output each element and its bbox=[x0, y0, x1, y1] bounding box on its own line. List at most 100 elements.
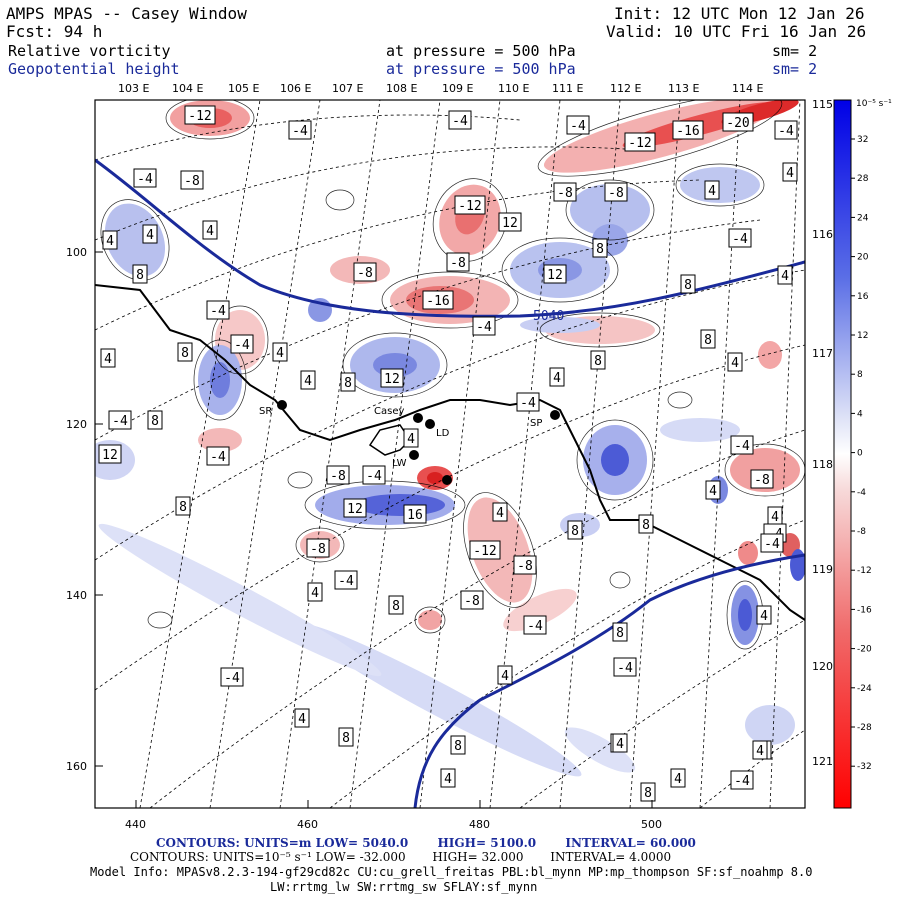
vorticity-label: 8 bbox=[338, 727, 354, 747]
svg-text:-8: -8 bbox=[310, 542, 326, 557]
footer-vort-high: HIGH= 32.000 bbox=[432, 850, 524, 864]
svg-text:-8: -8 bbox=[184, 174, 200, 189]
vorticity-label: 8 bbox=[638, 514, 654, 534]
y-tick-label: 100 bbox=[66, 246, 87, 259]
colorbar-label: 12 bbox=[857, 331, 868, 341]
svg-text:4: 4 bbox=[781, 269, 789, 284]
height-contour-5040-south bbox=[413, 553, 805, 808]
lon-label-top: 108 E bbox=[386, 82, 417, 95]
colorbar-label: -28 bbox=[857, 723, 872, 733]
svg-text:-4: -4 bbox=[734, 439, 750, 454]
vorticity-label: 4 bbox=[727, 352, 743, 372]
x-tick-label: 440 bbox=[125, 818, 146, 831]
lon-label-top: 114 E bbox=[732, 82, 763, 95]
y-tick-label: 140 bbox=[66, 589, 87, 602]
svg-text:8: 8 bbox=[596, 242, 604, 257]
vorticity-label: -8 bbox=[306, 538, 330, 558]
vorticity-label: -8 bbox=[553, 182, 577, 202]
vorticity-label: 8 bbox=[700, 329, 716, 349]
field-2-pressure: at pressure = 500 hPa bbox=[386, 60, 576, 78]
svg-text:-12: -12 bbox=[188, 109, 211, 124]
svg-text:-8: -8 bbox=[464, 594, 480, 609]
footer-vort-label: CONTOURS: bbox=[130, 850, 209, 864]
vorticity-label: 4 bbox=[300, 370, 316, 390]
footer-height-label: CONTOURS: bbox=[156, 836, 240, 850]
svg-text:8: 8 bbox=[342, 731, 350, 746]
model-title: AMPS MPAS -- Casey Window bbox=[6, 4, 247, 23]
vorticity-label: -4 bbox=[334, 570, 358, 590]
svg-text:12: 12 bbox=[347, 502, 363, 517]
svg-text:4: 4 bbox=[298, 712, 306, 727]
svg-text:4: 4 bbox=[104, 352, 112, 367]
field-1-name: Relative vorticity bbox=[8, 42, 171, 60]
vorticity-label: -12 bbox=[184, 105, 216, 125]
vorticity-label: 4 bbox=[492, 502, 508, 522]
svg-text:4: 4 bbox=[276, 346, 284, 361]
svg-text:-4: -4 bbox=[234, 338, 250, 353]
footer-height-units: UNITS=m bbox=[244, 836, 312, 850]
svg-text:-4: -4 bbox=[520, 396, 536, 411]
colorbar-label: 4 bbox=[857, 409, 863, 419]
svg-text:-4: -4 bbox=[292, 124, 308, 139]
vorticity-label: 4 bbox=[100, 348, 116, 368]
footer-height-contours: CONTOURS: UNITS=m LOW= 5040.0 HIGH= 5100… bbox=[156, 836, 696, 850]
svg-text:-4: -4 bbox=[778, 124, 794, 139]
vorticity-label: 12 bbox=[543, 264, 567, 284]
svg-text:-4: -4 bbox=[476, 320, 492, 335]
x-axis-ticks: 440 460 480 500 bbox=[125, 800, 662, 831]
colorbar-label: -8 bbox=[857, 527, 866, 537]
svg-text:8: 8 bbox=[136, 268, 144, 283]
colorbar-label: -4 bbox=[857, 488, 866, 498]
svg-text:-4: -4 bbox=[452, 114, 468, 129]
svg-text:-8: -8 bbox=[517, 559, 533, 574]
svg-text:8: 8 bbox=[594, 354, 602, 369]
svg-text:4: 4 bbox=[771, 510, 779, 525]
svg-text:12: 12 bbox=[547, 268, 563, 283]
footer-height-high: HIGH= 5100.0 bbox=[437, 836, 537, 850]
colorbar: 10⁻⁵ s⁻¹ 32 28 24 20 16 12 8 4 0 -4 -8 -12 -16 -20 -24… bbox=[833, 99, 892, 809]
svg-text:4: 4 bbox=[731, 356, 739, 371]
coastline bbox=[95, 284, 805, 621]
svg-text:-4: -4 bbox=[570, 119, 586, 134]
svg-text:8: 8 bbox=[642, 518, 650, 533]
svg-text:12: 12 bbox=[502, 216, 518, 231]
lon-label-top: 113 E bbox=[668, 82, 699, 95]
station-label: SP bbox=[530, 418, 542, 429]
vorticity-label: -16 bbox=[422, 290, 454, 310]
vorticity-label: -12 bbox=[624, 132, 656, 152]
vorticity-label: 4 bbox=[294, 708, 310, 728]
svg-text:4: 4 bbox=[674, 772, 682, 787]
svg-text:8: 8 bbox=[179, 500, 187, 515]
vorticity-label: 8 bbox=[567, 520, 583, 540]
field-1-smoothing: sm= 2 bbox=[772, 42, 818, 60]
svg-text:12: 12 bbox=[384, 372, 400, 387]
vorticity-label: -4 bbox=[516, 392, 540, 412]
svg-text:4: 4 bbox=[496, 506, 504, 521]
svg-text:-8: -8 bbox=[357, 266, 373, 281]
footer-height-interval: INTERVAL= 60.000 bbox=[565, 836, 696, 850]
footer-vort-interval: INTERVAL= 4.0000 bbox=[550, 850, 672, 864]
lon-labels-top: 103 E 104 E 105 E 106 E 107 E 108 E 109 E 110 E… bbox=[118, 82, 763, 95]
svg-text:8: 8 bbox=[344, 376, 352, 391]
vorticity-label: 4 bbox=[704, 180, 720, 200]
svg-text:-4: -4 bbox=[764, 537, 780, 552]
x-tick-label: 480 bbox=[469, 818, 490, 831]
x-tick-label: 460 bbox=[297, 818, 318, 831]
footer-vort-units: UNITS=10⁻⁵ s⁻¹ bbox=[212, 850, 312, 864]
vorticity-label: -8 bbox=[353, 262, 377, 282]
vorticity-label: -12 bbox=[454, 195, 486, 215]
svg-text:8: 8 bbox=[392, 599, 400, 614]
colorbar-label: 16 bbox=[857, 292, 869, 302]
vorticity-label: -4 bbox=[728, 228, 752, 248]
field-1-pressure: at pressure = 500 hPa bbox=[386, 42, 576, 60]
station-dot bbox=[442, 475, 452, 485]
vorticity-label: 8 bbox=[592, 238, 608, 258]
vorticity-label: -4 bbox=[220, 667, 244, 687]
vorticity-label: -4 bbox=[613, 657, 637, 677]
vorticity-label: -8 bbox=[326, 465, 350, 485]
vorticity-label: 8 bbox=[340, 372, 356, 392]
svg-text:-4: -4 bbox=[734, 774, 750, 789]
svg-text:16: 16 bbox=[407, 508, 423, 523]
vorticity-label: 4 bbox=[403, 428, 419, 448]
vorticity-label: 4 bbox=[756, 605, 772, 625]
